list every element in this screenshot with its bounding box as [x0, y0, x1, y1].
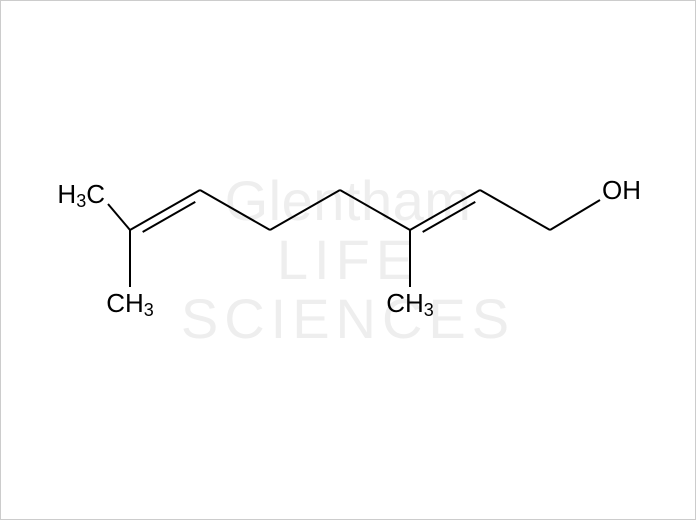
atom-label-c1_ch3_top: H3C	[57, 179, 105, 211]
atom-label-c6_ch3: CH3	[386, 288, 434, 320]
atom-label-c2_ch3_bottom: CH3	[106, 288, 154, 320]
atom-label-oh: OH	[602, 175, 641, 205]
molecule-svg: H3C CH3 CH3 OH	[0, 0, 696, 520]
figure-frame: Glentham LIFE SCIENCES H3CCH3CH3OH	[0, 0, 696, 520]
